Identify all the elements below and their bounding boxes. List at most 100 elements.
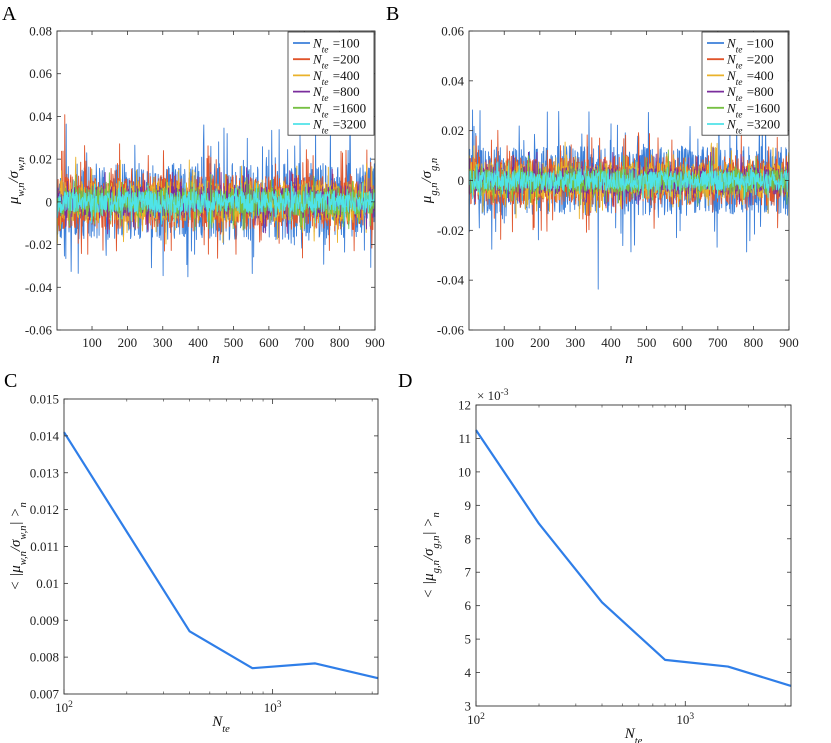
x-tick-label: 700: [708, 335, 728, 350]
x-tick-label: 800: [744, 335, 764, 350]
y-axis-label: μg,n/σg,n: [419, 158, 440, 204]
legend-entry-6: Nte =3200: [312, 117, 366, 137]
y-tick-label: 0.01: [36, 576, 59, 591]
y-tick-label: -0.06: [25, 323, 53, 338]
x-axis-label: Nte: [211, 714, 230, 735]
legend-entry-2: Nte =200: [312, 52, 360, 72]
panel-label-b: B: [386, 3, 399, 25]
x-tick-label: 400: [601, 335, 621, 350]
legend-entry-1: Nte =100: [726, 36, 774, 56]
y-tick-label: 0.02: [29, 152, 52, 167]
legend-entry-5: Nte =1600: [312, 100, 366, 120]
legend-entry-3: Nte =400: [726, 68, 774, 88]
y-tick-label: 0.014: [30, 428, 60, 443]
x-tick-label: 900: [779, 335, 799, 350]
legend-entry-1: Nte =100: [312, 36, 360, 56]
legend-entry-6: Nte =3200: [726, 117, 780, 137]
legend-box: [287, 31, 375, 136]
y-tick-label: -0.04: [25, 280, 53, 295]
panel-label-d: D: [398, 370, 412, 392]
legend-entry-4: Nte =800: [312, 84, 360, 104]
x-tick-label: 600: [259, 335, 279, 350]
series-line-6: [468, 159, 790, 202]
x-axis-label: n: [625, 351, 633, 367]
panel-label-a: A: [2, 3, 17, 25]
plot-area: [64, 399, 378, 694]
y-tick-label: 0.04: [441, 73, 464, 88]
x-tick-label: 900: [365, 335, 385, 350]
y-tick-label: 0.08: [29, 24, 52, 39]
data-line: [475, 429, 792, 687]
y-tick-label: 0.04: [29, 109, 52, 124]
chart-d-mean-abs-g: 102 103 3 4 5 6 7 8 9 10 11 12 × 10-3 Nte < |μg,n/σg,n…: [421, 388, 792, 743]
legend-entry-5: Nte =1600: [726, 100, 780, 120]
axes-frame: [475, 404, 792, 707]
x-tick-label: 700: [295, 335, 315, 350]
y-tick-label: 12: [458, 398, 471, 413]
axes-frame: [56, 30, 376, 331]
x-tick-label: 600: [672, 335, 692, 350]
y-tick-label: 11: [458, 431, 471, 446]
y-tick-label: 0.015: [30, 392, 59, 407]
y-tick-label: 0.02: [441, 123, 464, 138]
y-tick-label: -0.02: [437, 223, 464, 238]
y-axis-label: < |μw,n/σw,n| >n: [8, 502, 29, 591]
x-tick-label: 800: [330, 335, 350, 350]
x-tick-label: 400: [188, 335, 208, 350]
x-tick-label: 500: [637, 335, 657, 350]
x-axis-label: Nte: [624, 726, 643, 743]
x-axis-label: n: [212, 351, 220, 367]
y-axis-label: μw,n/σw,n: [6, 157, 27, 205]
x-tick-label: 300: [566, 335, 586, 350]
legend-entry-3: Nte =400: [312, 68, 360, 88]
data-line: [63, 431, 379, 680]
legend-box: [701, 31, 789, 136]
x-tick-label: 300: [153, 335, 173, 350]
x-tick-label: 100: [494, 335, 514, 350]
x-tick-label: 103: [676, 712, 694, 727]
y-tick-label: -0.04: [437, 273, 465, 288]
series-group: [56, 114, 376, 278]
y-tick-label: 7: [465, 565, 472, 580]
chart-a-noise-w: 100 200 300 400 500 600 700 800 900 -0.06 -0.04 -0.…: [6, 24, 385, 368]
chart-c-mean-abs-w: 102 103 0.007 0.008 0.009 0.01 0.011 0.012 0.013…: [8, 392, 379, 735]
panel-label-c: C: [4, 370, 17, 392]
x-tick-label: 103: [264, 700, 282, 715]
y-tick-label: 0.007: [30, 687, 60, 702]
x-tick-label: 102: [55, 700, 73, 715]
y-tick-label: 4: [465, 665, 472, 680]
y-tick-label: 0.008: [30, 650, 59, 665]
chart-b-noise-g: 100 200 300 400 500 600 700 800 900 -0.06 -0.04 -0.…: [419, 24, 799, 368]
legend-entry-4: Nte =800: [726, 84, 774, 104]
y-tick-label: 9: [465, 498, 472, 513]
x-tick-label: 200: [530, 335, 550, 350]
y-tick-label: 0: [458, 173, 465, 188]
y-tick-label: 6: [465, 598, 472, 613]
y-tick-label: 10: [458, 464, 471, 479]
y-tick-label: 8: [465, 531, 472, 546]
y-tick-label: 0.011: [30, 539, 59, 554]
series-line-6: [56, 179, 376, 225]
y-tick-label: 0.06: [441, 24, 464, 39]
y-tick-label: 0.06: [29, 66, 52, 81]
series-group: [468, 109, 790, 290]
y-tick-label: -0.06: [437, 323, 465, 338]
y-tick-label: 0: [46, 194, 53, 209]
plot-area: [476, 405, 791, 706]
x-tick-label: 200: [118, 335, 138, 350]
x-tick-label: 500: [224, 335, 244, 350]
x-tick-label: 100: [82, 335, 102, 350]
legend-entry-2: Nte =200: [726, 52, 774, 72]
y-axis-label: < |μg,n/σg,n| >n: [421, 512, 442, 599]
y-tick-label: 0.012: [30, 502, 59, 517]
y-tick-label: 0.013: [30, 465, 59, 480]
y-tick-label: 0.009: [30, 613, 59, 628]
y-tick-label: 5: [465, 632, 472, 647]
y-tick-label: -0.02: [25, 237, 52, 252]
y-scale-factor-label: × 10-3: [477, 388, 509, 403]
y-tick-label: 3: [465, 699, 472, 714]
x-tick-label: 102: [467, 712, 485, 727]
